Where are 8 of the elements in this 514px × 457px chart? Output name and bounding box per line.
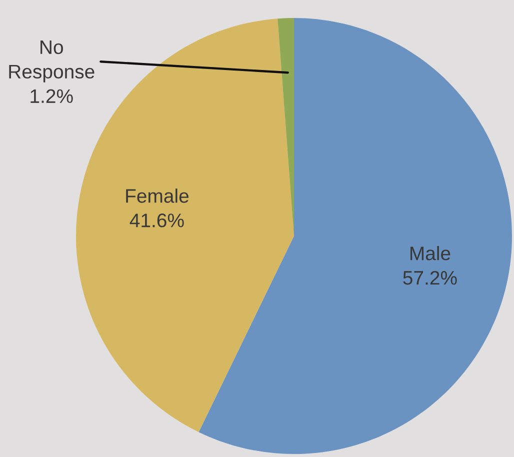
data-label: 57.2% [403,270,457,285]
pie-slice [278,18,294,236]
slice-label: No Response [9,40,94,82]
slice-label: Male [410,246,450,260]
pie-slice [198,18,512,454]
data-label: 1.2% [30,89,73,103]
data-label: 41.6% [130,214,184,228]
slice-label: Female [126,188,189,203]
